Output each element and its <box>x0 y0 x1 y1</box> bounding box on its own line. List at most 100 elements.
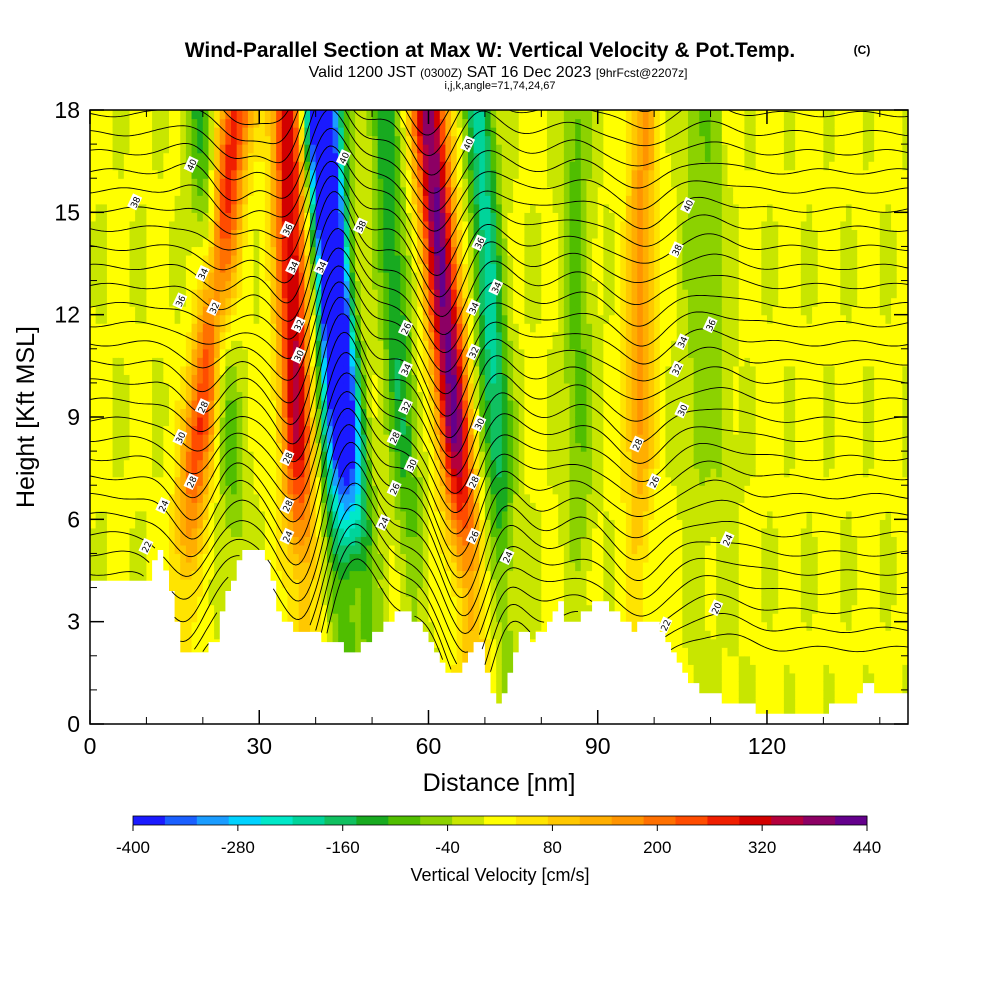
velocity-cell <box>191 510 198 520</box>
velocity-cell <box>298 365 305 375</box>
velocity-cell <box>388 289 396 299</box>
velocity-cell <box>338 613 345 623</box>
velocity-cell <box>191 340 198 350</box>
velocity-cell <box>377 144 384 154</box>
velocity-cell <box>281 289 289 299</box>
velocity-cell <box>253 340 260 350</box>
velocity-cell <box>451 314 458 324</box>
velocity-cell <box>185 638 193 648</box>
velocity-cell <box>315 408 322 418</box>
velocity-cell <box>355 621 362 631</box>
velocity-cell <box>157 476 164 486</box>
velocity-cell <box>321 519 328 529</box>
velocity-cell <box>253 203 260 213</box>
velocity-cell <box>405 561 413 572</box>
velocity-cell <box>417 459 424 469</box>
velocity-cell <box>247 391 255 401</box>
velocity-cell <box>95 417 102 427</box>
velocity-cell <box>287 579 294 589</box>
velocity-cell <box>281 280 289 290</box>
velocity-cell <box>152 272 159 282</box>
velocity-cell <box>95 434 102 444</box>
velocity-cell <box>434 442 441 452</box>
velocity-cell <box>208 246 215 256</box>
velocity-cell <box>298 306 305 316</box>
velocity-cell <box>163 289 170 299</box>
velocity-cell <box>197 604 204 614</box>
velocity-cell <box>157 348 164 358</box>
velocity-cell <box>428 195 435 205</box>
velocity-cell <box>372 502 379 512</box>
velocity-cell <box>202 510 210 520</box>
velocity-cell <box>445 630 452 640</box>
velocity-cell <box>462 630 469 640</box>
velocity-cell <box>95 502 102 512</box>
velocity-cell <box>456 340 463 350</box>
velocity-cell <box>355 331 362 341</box>
velocity-cell <box>473 630 480 640</box>
velocity-cell <box>372 314 379 324</box>
velocity-cell <box>360 254 368 265</box>
velocity-cell <box>208 144 215 154</box>
velocity-cell <box>225 451 232 461</box>
velocity-cell <box>411 613 418 623</box>
velocity-cell <box>467 203 475 213</box>
velocity-cell <box>388 391 396 401</box>
velocity-cell <box>168 553 176 563</box>
velocity-cell <box>400 340 407 350</box>
velocity-cell <box>208 502 215 512</box>
velocity-cell <box>462 468 469 478</box>
velocity-cell <box>135 331 142 341</box>
velocity-cell <box>185 417 193 427</box>
velocity-cell <box>445 544 452 555</box>
velocity-cell <box>112 493 119 503</box>
velocity-cell <box>467 399 475 410</box>
velocity-cell <box>343 254 351 265</box>
velocity-cell <box>287 237 294 248</box>
velocity-cell <box>281 468 289 478</box>
velocity-cell <box>326 195 334 205</box>
velocity-cell <box>293 553 300 563</box>
velocity-cell <box>185 263 193 273</box>
velocity-cell <box>388 544 396 555</box>
velocity-cell <box>304 442 311 452</box>
velocity-cell <box>360 502 368 512</box>
velocity-cell <box>349 246 356 256</box>
velocity-cell <box>366 442 373 452</box>
velocity-cell <box>473 254 480 265</box>
velocity-cell <box>112 237 119 248</box>
velocity-cell <box>326 289 334 299</box>
velocity-cell <box>343 476 351 486</box>
velocity-cell <box>388 468 396 478</box>
velocity-cell <box>332 348 339 358</box>
velocity-cell <box>185 178 193 188</box>
velocity-cell <box>225 527 232 537</box>
velocity-cell <box>168 468 176 478</box>
velocity-cell <box>338 536 345 546</box>
velocity-cell <box>140 229 148 239</box>
velocity-cell <box>185 485 193 495</box>
velocity-cell <box>451 152 458 162</box>
velocity-cell <box>259 280 266 290</box>
velocity-cell <box>456 314 463 324</box>
velocity-cell <box>287 459 294 469</box>
velocity-cell <box>372 365 379 375</box>
velocity-cell <box>349 459 356 469</box>
velocity-cell <box>383 289 390 299</box>
velocity-cell <box>405 536 413 546</box>
velocity-cell <box>293 621 300 631</box>
velocity-cell <box>467 220 475 230</box>
velocity-cell <box>163 203 170 213</box>
velocity-cell <box>338 374 345 384</box>
velocity-cell <box>276 365 283 375</box>
velocity-cell <box>231 519 238 529</box>
velocity-cell <box>253 237 260 248</box>
velocity-cell <box>106 561 114 572</box>
velocity-cell <box>208 127 215 137</box>
velocity-cell <box>270 459 277 469</box>
velocity-cell <box>163 561 170 572</box>
velocity-cell <box>388 314 396 324</box>
velocity-cell <box>445 178 452 188</box>
velocity-cell <box>293 272 300 282</box>
velocity-cell <box>310 425 317 435</box>
